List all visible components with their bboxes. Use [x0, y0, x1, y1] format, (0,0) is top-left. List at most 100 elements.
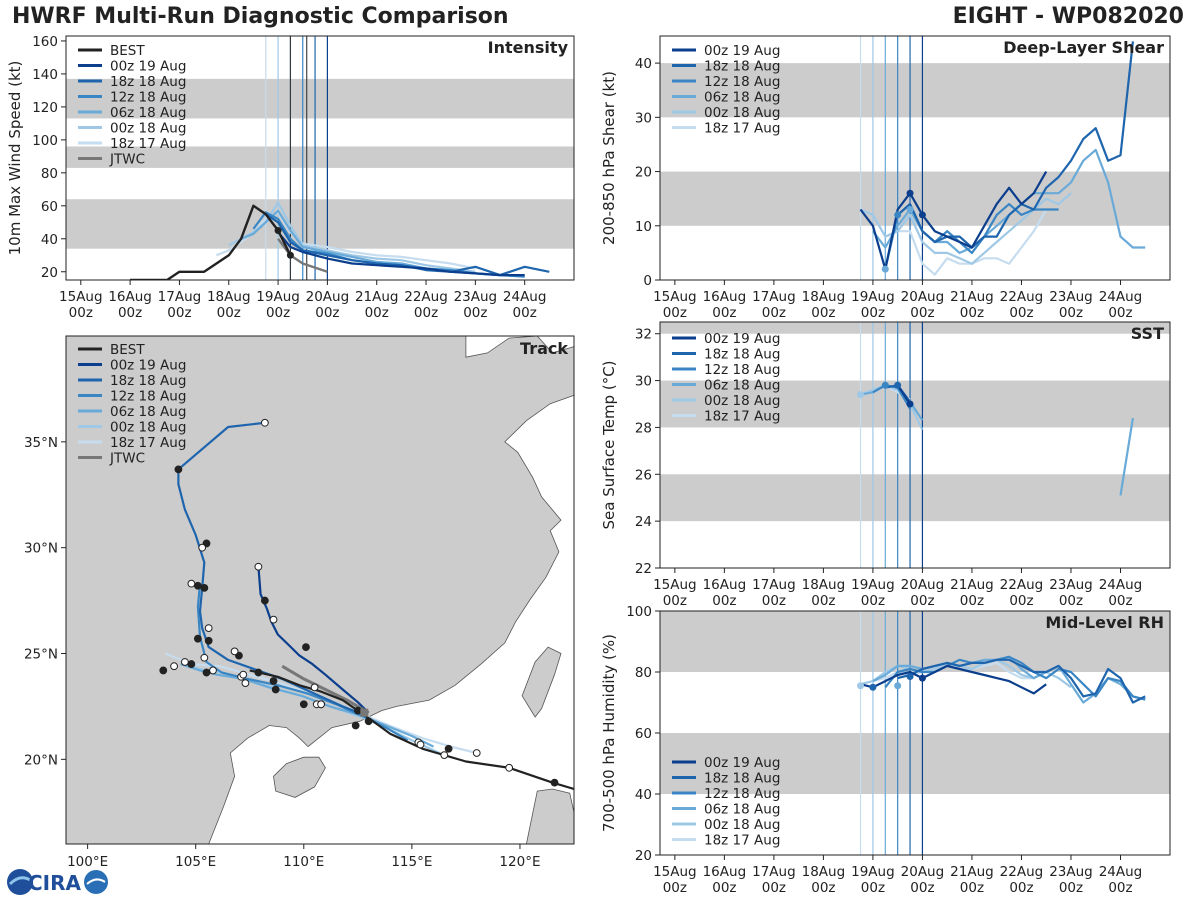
track-lat-label: 25°N: [24, 647, 58, 663]
intensity-ytick-label: 120: [32, 100, 58, 116]
shear-xtick-sublabel: 00z: [712, 305, 736, 321]
intensity-frame: [65, 35, 575, 281]
intensity-best-marker: [286, 251, 294, 259]
track-best-marker: [269, 677, 278, 685]
sst-shaded-band: [660, 380, 1170, 428]
track-legend-label: JTWC: [109, 451, 145, 467]
intensity-xtick-sublabel: 00z: [513, 305, 537, 321]
intensity-xtick-label: 17Aug: [158, 289, 202, 305]
intensity-legend-label: JTWC: [109, 152, 145, 168]
cira-logo-emblem: [84, 870, 108, 894]
track-lat-label: 30°N: [24, 541, 58, 557]
sst-ytick-label: 30: [635, 374, 652, 390]
rh-xtick-label: 22Aug: [1000, 864, 1044, 880]
intensity-xtick-sublabel: 00z: [414, 305, 438, 321]
track-forecast-open-marker: [204, 624, 213, 632]
intensity-xtick-label: 20Aug: [306, 289, 350, 305]
shear-series-marker: [881, 265, 889, 273]
shear-xtick-sublabel: 00z: [1108, 305, 1132, 321]
shear-panel-title: Deep-Layer Shear: [1003, 38, 1164, 57]
intensity-legend-label: 00z 18 Aug: [110, 121, 186, 137]
rh-xtick-sublabel: 00z: [1009, 880, 1033, 896]
track-legend-label: BEST: [110, 342, 145, 358]
intensity-xtick-label: 15Aug: [59, 289, 103, 305]
sst-shaded-band: [660, 322, 1170, 334]
rh-ytick-label: 100: [626, 604, 652, 620]
shear-series-marker: [906, 206, 914, 214]
rh-xtick-label: 20Aug: [901, 864, 945, 880]
track-forecast-open-marker: [260, 418, 269, 427]
track-best-marker: [159, 666, 168, 675]
rh-xtick-sublabel: 00z: [663, 880, 687, 896]
track-forecast-marker: [260, 596, 269, 605]
track-forecast-marker: [204, 636, 213, 645]
intensity-xtick-sublabel: 00z: [365, 305, 389, 321]
shear-xtick-label: 16Aug: [703, 289, 747, 305]
track-lon-label: 110°E: [283, 854, 324, 870]
sst-legend-label: 18z 18 Aug: [704, 347, 780, 363]
track-forecast-open-marker: [254, 562, 263, 571]
track-jtwc-line: [281, 664, 370, 715]
storm-identifier: EIGHT - WP082020: [952, 4, 1184, 29]
rh-ylabel: 700-500 hPa Humidity (%): [600, 634, 618, 832]
sst-xtick-sublabel: 00z: [712, 593, 736, 609]
rh-xtick-label: 15Aug: [653, 864, 697, 880]
rh-xtick-sublabel: 00z: [1108, 880, 1132, 896]
shear-xtick-label: 22Aug: [1000, 289, 1044, 305]
track-legend-label: 06z 18 Aug: [110, 404, 186, 420]
luzon-island: [525, 788, 574, 844]
rh-shaded-band: [660, 611, 1170, 672]
track-legend-label: 00z 18 Aug: [110, 420, 186, 436]
sst-legend-label: 12z 18 Aug: [704, 362, 780, 378]
intensity-xtick-sublabel: 00z: [217, 305, 241, 321]
intensity-series-line: [277, 231, 525, 277]
rh-series-line: [860, 664, 1047, 695]
intensity-xtick-label: 23Aug: [454, 289, 498, 305]
shear-xtick-sublabel: 00z: [1059, 305, 1083, 321]
track-plot-area: [66, 336, 574, 844]
shear-series-line: [859, 171, 1048, 271]
shear-ytick-label: 20: [635, 165, 652, 181]
track-forecast-marker: [193, 581, 202, 590]
track-best-marker: [202, 668, 211, 677]
sst-xtick-sublabel: 00z: [861, 593, 885, 609]
rh-xtick-sublabel: 00z: [960, 880, 984, 896]
shear-ytick-label: 0: [643, 273, 652, 289]
track-lat-label: 20°N: [24, 752, 58, 768]
track-lon-label: 105°E: [175, 854, 216, 870]
shear-xtick-sublabel: 00z: [663, 305, 687, 321]
shear-ytick-label: 30: [635, 110, 652, 126]
rh-xtick-sublabel: 00z: [910, 880, 934, 896]
intensity-best-line: [130, 204, 292, 280]
hainan-island: [273, 756, 326, 798]
intensity-xtick-label: 24Aug: [503, 289, 547, 305]
sst-xtick-sublabel: 00z: [960, 593, 984, 609]
track-best-marker: [271, 685, 280, 694]
sst-plot-area: [660, 322, 1170, 568]
shear-shaded-band: [660, 63, 1170, 118]
track-forecast-marker: [353, 706, 362, 715]
track-best-marker: [550, 778, 559, 787]
intensity-xtick-sublabel: 00z: [315, 305, 339, 321]
track-legend-label: 00z 19 Aug: [110, 358, 186, 374]
intensity-shaded-band: [66, 199, 574, 249]
shear-legend-label: 00z 19 Aug: [704, 43, 780, 59]
cira-logo-globe: [7, 869, 33, 895]
sst-xtick-label: 22Aug: [1000, 577, 1044, 593]
sst-legend-label: 00z 19 Aug: [704, 331, 780, 347]
track-best-marker: [364, 717, 373, 726]
track-forecast-marker: [200, 583, 209, 592]
track-forecast-open-marker: [269, 615, 278, 624]
rh-plot-area: [660, 611, 1170, 855]
intensity-xtick-sublabel: 00z: [266, 305, 290, 321]
track-lat-label: 35°N: [24, 435, 58, 451]
shear-xtick-sublabel: 00z: [1009, 305, 1033, 321]
sst-ytick-label: 24: [635, 514, 652, 530]
rh-series-line: [897, 658, 1146, 704]
sst-ytick-label: 28: [635, 420, 652, 436]
track-forecast-marker: [302, 643, 310, 652]
intensity-xtick-sublabel: 00z: [69, 305, 93, 321]
shear-xtick-label: 20Aug: [901, 289, 945, 305]
track-forecast-open-marker: [472, 749, 481, 757]
track-forecast-open-marker: [209, 666, 217, 675]
